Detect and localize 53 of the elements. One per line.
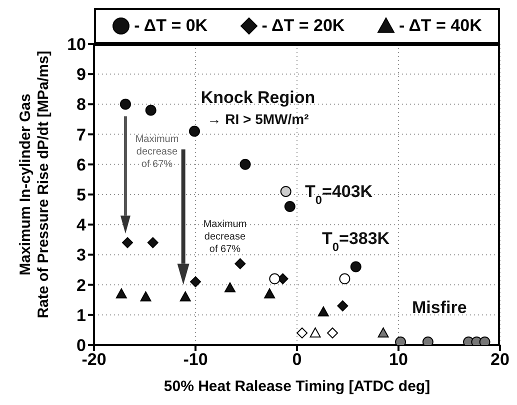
point	[337, 300, 348, 312]
y-tick-label: 8	[76, 95, 86, 114]
y-tick-label: 3	[76, 246, 86, 265]
point	[224, 282, 236, 292]
x-axis-title: 50% Heat Ralease Timing [ATDC deg]	[164, 378, 430, 395]
point	[269, 273, 280, 284]
point	[147, 237, 158, 248]
x-tick-label: 20	[490, 350, 510, 370]
point	[190, 276, 201, 288]
annotation: Misfire	[412, 298, 467, 317]
point	[188, 126, 200, 137]
point	[145, 104, 156, 116]
point	[395, 336, 406, 345]
point	[122, 237, 133, 248]
point	[180, 291, 191, 302]
point	[280, 186, 292, 197]
legend-label: - ΔT = 40K	[398, 16, 482, 36]
y-tick-label: 6	[76, 155, 86, 174]
point	[310, 327, 321, 338]
y-tick-label: 1	[76, 306, 86, 325]
point	[296, 327, 308, 338]
point	[284, 201, 296, 212]
x-tick-label: 0	[292, 350, 302, 370]
point	[116, 288, 127, 298]
annotation: Maximum decrease of 67%	[135, 134, 179, 170]
point	[318, 306, 329, 316]
y-tick-label: 7	[76, 125, 86, 144]
x-tick-label: 10	[389, 350, 408, 370]
point	[234, 258, 246, 270]
point	[240, 158, 251, 170]
point	[422, 336, 434, 345]
point	[120, 98, 131, 110]
point	[350, 261, 362, 272]
point	[339, 273, 350, 284]
x-tick-label: -10	[183, 350, 208, 370]
annotation: Knock Region	[200, 88, 316, 107]
point	[264, 288, 276, 298]
annotation: Maximum decrease of 67%	[203, 219, 247, 255]
legend-label: - ΔT = 20K	[262, 16, 345, 36]
point	[327, 327, 338, 338]
annotation: T$_{0}$=383K	[322, 229, 390, 254]
y-tick-label: 5	[76, 186, 86, 205]
y-tick-label: 4	[76, 216, 87, 235]
y-tick-label: 2	[76, 276, 86, 295]
point	[140, 291, 152, 302]
annotation: → RI > 5MW/m²	[207, 111, 310, 127]
point	[479, 336, 490, 345]
point	[378, 327, 389, 338]
annotation: T$_{0}$=403K	[305, 182, 374, 207]
y-axis-title: Maximum In-cylinder Gas Rate of Pressure Rise dP/dt [MPa/ms]	[17, 50, 52, 318]
legend-label: - ΔT = 0K	[134, 16, 208, 36]
y-tick-label: 10	[67, 35, 86, 54]
y-tick-label: 9	[76, 65, 86, 84]
